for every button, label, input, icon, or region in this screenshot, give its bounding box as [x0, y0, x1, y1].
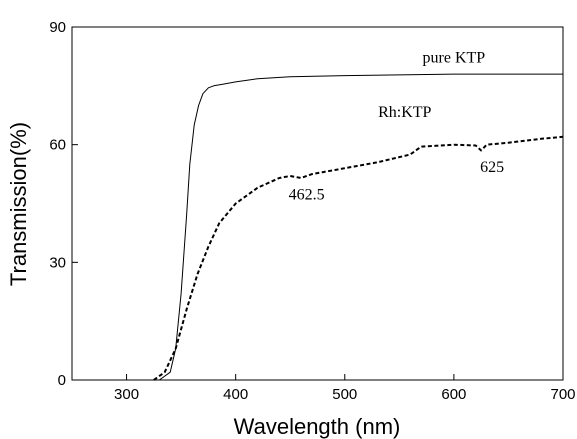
annotation-label: 462.5 [289, 187, 325, 204]
rh-ktp-series-line [153, 135, 564, 381]
y-tick-label: 0 [58, 372, 66, 389]
annotation-layer: pure KTP Rh:KTP 462.5 625 [289, 49, 504, 203]
annotation-label: 625 [480, 159, 504, 176]
annotation-label: pure KTP [423, 49, 486, 66]
x-axis-ticks: 300 400 500 600 700 [114, 374, 576, 403]
x-tick-label: 300 [114, 386, 139, 403]
x-tick-label: 700 [550, 386, 575, 403]
pure-ktp-series-line [159, 73, 563, 381]
x-tick-label: 400 [223, 386, 248, 403]
series-layer [153, 73, 564, 381]
y-axis-title: Transmission(%) [6, 122, 31, 286]
y-axis-ticks: 0 30 60 90 [49, 19, 78, 389]
y-tick-label: 30 [49, 254, 66, 271]
x-tick-label: 600 [441, 386, 466, 403]
y-tick-label: 60 [49, 137, 66, 154]
y-tick-label: 90 [49, 19, 66, 36]
x-tick-label: 500 [332, 386, 357, 403]
x-axis-title: Wavelength (nm) [234, 414, 401, 439]
plot-frame [71, 26, 564, 381]
annotation-label: Rh:KTP [378, 104, 431, 121]
